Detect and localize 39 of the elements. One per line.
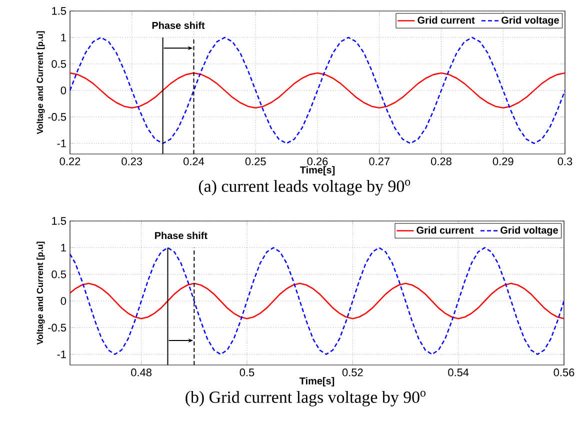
x-tick-label: 0.28 — [431, 158, 452, 166]
legend-label: Grid current — [418, 16, 475, 24]
x-tick-label: 0.5 — [240, 368, 254, 376]
text: (a) current leads voltage by 90$^{o}$ — [198, 180, 410, 196]
annotation: Phase shift — [152, 22, 205, 29]
y-tick-label: 0 — [60, 86, 66, 94]
x-tick-label: 0.3 — [558, 158, 572, 166]
y-tick-label: 1.5 — [52, 217, 66, 225]
x-tick-label: 0.54 — [448, 368, 469, 376]
y-tick-label: -1 — [57, 140, 66, 148]
x-tick-label: 0.56 — [554, 368, 574, 376]
y-tick-label: -1 — [57, 350, 66, 358]
x-tick-label: 0.27 — [369, 158, 390, 166]
y-tick-label: 0.5 — [52, 270, 66, 278]
x-axis-title: Time[s] — [300, 166, 335, 176]
y-tick-label: -0.5 — [48, 324, 66, 332]
x-tick-label: 0.23 — [122, 158, 142, 166]
y-axis-title: Voltage and Current [p.u] — [36, 31, 45, 134]
y-tick-label: 1.5 — [52, 7, 66, 15]
x-axis-title: Time[s] — [299, 377, 334, 386]
y-tick-label: -0.5 — [48, 113, 66, 121]
y-tick-label: 0.5 — [52, 60, 66, 68]
text: (b) Grid current lags voltage by 90$^{o}$ — [186, 390, 426, 406]
legend-label: Grid voltage — [502, 16, 559, 26]
annotation: Phase shift — [155, 232, 208, 240]
x-tick-label: 0.25 — [245, 158, 266, 166]
x-tick-label: 0.26 — [307, 158, 328, 166]
x-tick-label: 0.22 — [60, 158, 80, 166]
y-tick-label: 0 — [60, 297, 66, 305]
legend-label: Grid current — [416, 226, 474, 234]
x-tick-label: 0.52 — [342, 368, 363, 376]
x-tick-label: 0.48 — [131, 368, 152, 376]
x-tick-label: 0.24 — [184, 158, 204, 166]
line-series — [70, 72, 566, 109]
y-tick-label: 1 — [61, 244, 66, 252]
y-axis-title: Voltage and Current [p.u] — [36, 242, 45, 345]
y-tick-label: 1 — [61, 34, 66, 42]
x-tick-label: 0.29 — [492, 158, 514, 166]
legend-label: Grid voltage — [500, 226, 558, 236]
